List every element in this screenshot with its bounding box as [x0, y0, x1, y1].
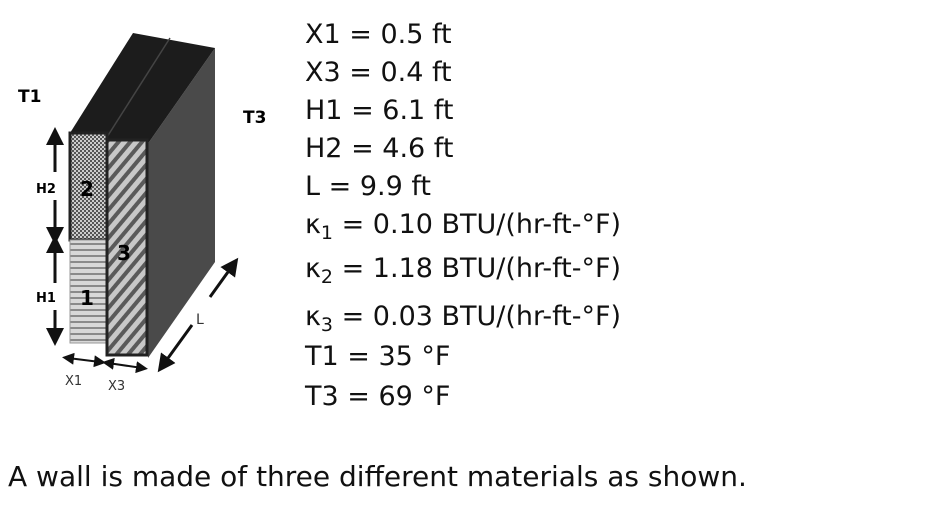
wall-top-face — [70, 33, 215, 145]
given-value: = 0.03 BTU/(hr-ft-°F) — [333, 301, 622, 332]
given-symbol: T1 — [305, 341, 339, 372]
given-symbol: X3 — [305, 57, 341, 88]
given-symbol: κ — [305, 301, 321, 332]
wall-diagram: 2 1 3 T1 T3 H2 H1 X1 X3 L — [18, 33, 266, 394]
x1-label: X1 — [65, 374, 82, 389]
t3-label: T3 — [243, 108, 266, 128]
given-value: = 4.6 ft — [342, 133, 454, 164]
wall-right-face — [147, 48, 215, 358]
given-subscript: 3 — [320, 314, 334, 336]
material-2-label: 2 — [80, 177, 94, 201]
given-value: = 35 °F — [338, 341, 451, 372]
given-subscript: 1 — [320, 222, 334, 244]
given-symbol: L — [305, 171, 321, 202]
l-label: L — [196, 312, 204, 328]
h2-label: H2 — [36, 182, 56, 197]
given-subscript: 2 — [320, 266, 334, 288]
given-symbol: κ — [305, 209, 321, 240]
given-symbol: T3 — [305, 381, 339, 412]
given-symbol: H2 — [305, 133, 343, 164]
given-line: T3 = 69 °F — [305, 382, 450, 412]
h1-label: H1 — [36, 291, 56, 306]
given-value: = 0.10 BTU/(hr-ft-°F) — [333, 209, 622, 240]
given-line: X3 = 0.4 ft — [305, 58, 452, 88]
given-value: = 69 °F — [338, 381, 451, 412]
given-symbol: H1 — [305, 95, 343, 126]
x3-label: X3 — [108, 379, 125, 394]
t1-label: T1 — [18, 87, 41, 107]
material-1 — [69, 239, 108, 344]
material-3 — [105, 138, 149, 357]
given-line: κ1 = 0.10 BTU/(hr-ft-°F) — [305, 210, 621, 248]
given-symbol: X1 — [305, 19, 341, 50]
given-value: = 0.4 ft — [340, 57, 452, 88]
material-2 — [68, 131, 109, 242]
material-1-label: 1 — [80, 286, 94, 310]
material-3-label: 3 — [117, 241, 131, 265]
given-value: = 6.1 ft — [342, 95, 454, 126]
given-line: L = 9.9 ft — [305, 172, 431, 202]
given-value: = 0.5 ft — [340, 19, 452, 50]
given-value: = 1.18 BTU/(hr-ft-°F) — [333, 253, 622, 284]
given-value: = 9.9 ft — [320, 171, 431, 202]
given-line: H1 = 6.1 ft — [305, 96, 453, 126]
problem-statement: A wall is made of three different materi… — [8, 460, 747, 493]
given-line: X1 = 0.5 ft — [305, 20, 452, 50]
given-line: κ2 = 1.18 BTU/(hr-ft-°F) — [305, 254, 621, 292]
given-line: κ3 = 0.03 BTU/(hr-ft-°F) — [305, 302, 621, 340]
given-line: H2 = 4.6 ft — [305, 134, 453, 164]
given-symbol: κ — [305, 253, 321, 284]
height-arrows — [46, 127, 239, 374]
given-line: T1 = 35 °F — [305, 342, 450, 372]
